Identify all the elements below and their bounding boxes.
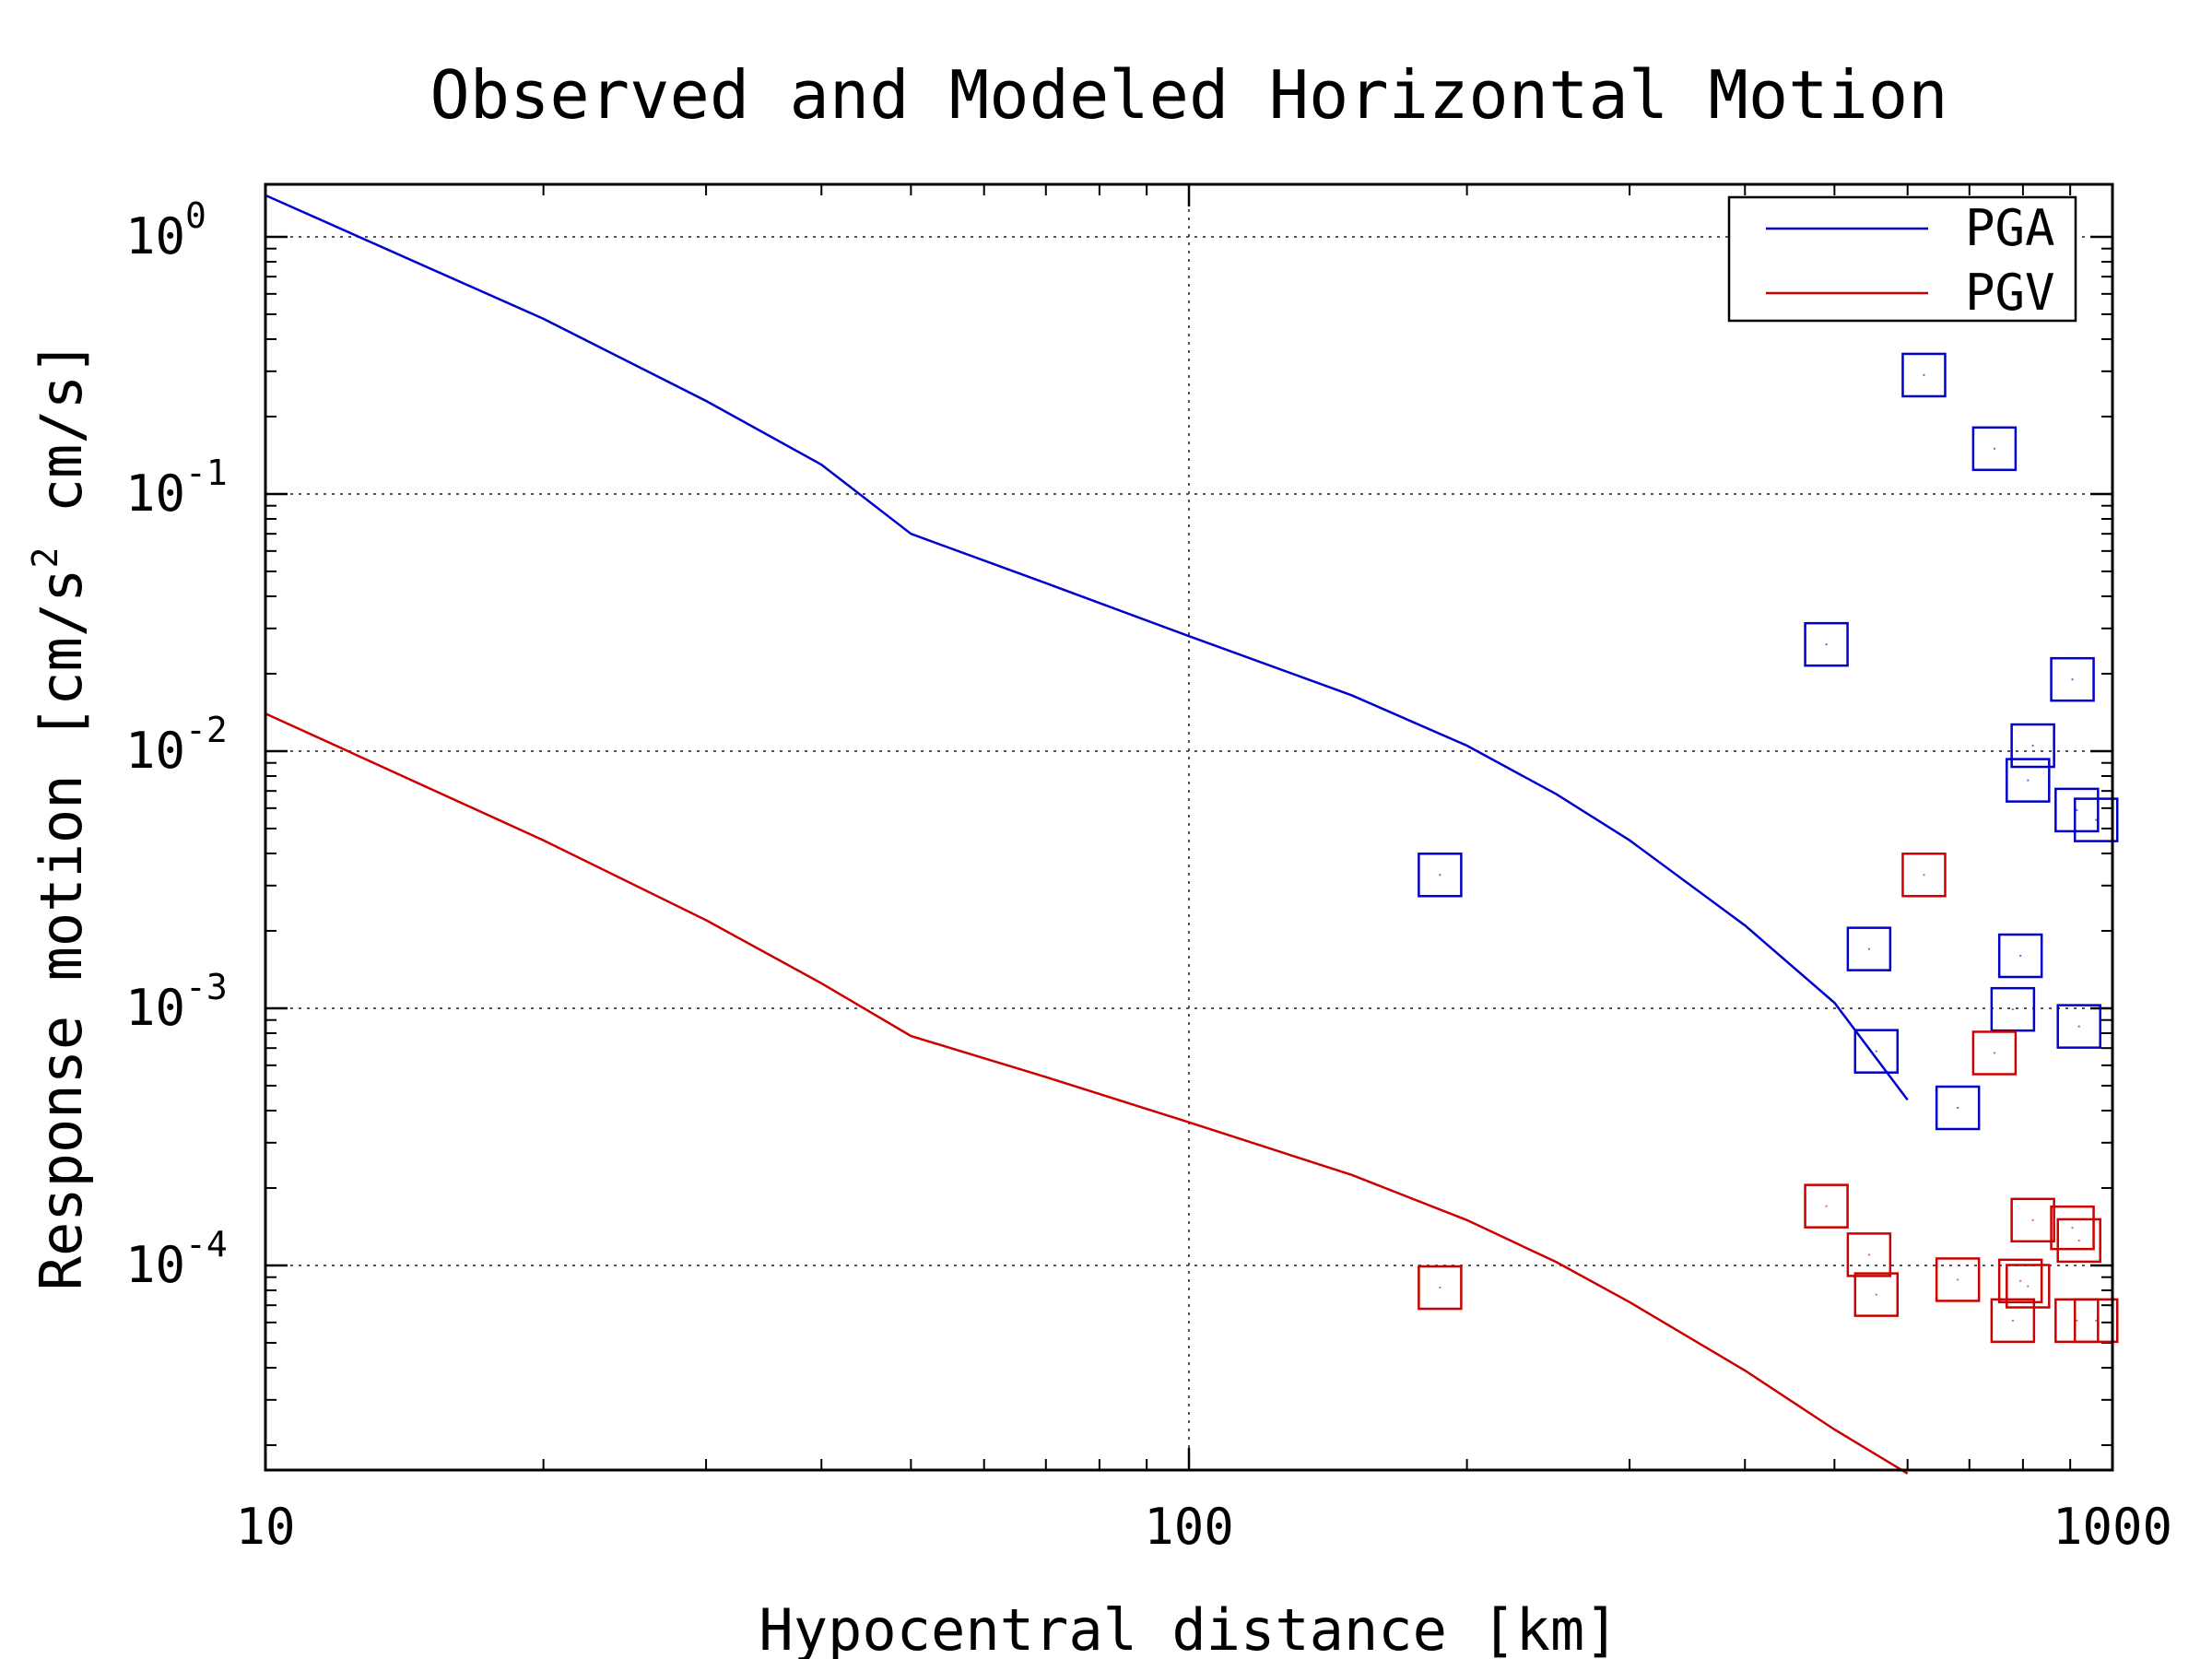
y-tick-exponent: -3 bbox=[185, 967, 228, 1007]
pga-observed-center bbox=[1957, 1106, 1959, 1109]
pgv-observed-point bbox=[2056, 1218, 2101, 1264]
pgv-observed-center bbox=[1825, 1205, 1828, 1207]
y-axis-label-tail: cm/s] bbox=[28, 341, 95, 547]
pga-observed-center bbox=[1825, 643, 1828, 646]
y-tick-label: 10-3 bbox=[125, 967, 228, 1037]
pgv-observed-center bbox=[2077, 1239, 2080, 1241]
pgv-observed-center bbox=[2027, 1285, 2030, 1288]
pgv-observed-point bbox=[1804, 1183, 1849, 1229]
pgv-observed-point bbox=[1901, 853, 1947, 898]
x-axis-label: Hypocentral distance [km] bbox=[759, 1596, 1618, 1659]
legend-label-pga: PGA bbox=[1965, 199, 2055, 257]
pga-observed-point bbox=[1853, 1029, 1900, 1074]
y-tick-base: 10 bbox=[125, 979, 185, 1037]
pgv-observed-point bbox=[2010, 1197, 2055, 1243]
y-tick-label: 10-4 bbox=[125, 1224, 228, 1294]
pga-observed-point bbox=[1804, 621, 1849, 667]
pgv-observed-point bbox=[1997, 1258, 2043, 1304]
pgv-observed-point bbox=[1935, 1257, 1981, 1302]
series-layer bbox=[265, 194, 2119, 1475]
pgv-observed-point bbox=[1990, 1298, 2036, 1344]
legend: PGA PGV bbox=[1727, 195, 2077, 323]
x-tick-labels: 10 100 1000 bbox=[235, 1498, 2172, 1556]
y-tick-base: 10 bbox=[125, 465, 185, 523]
pga-observed-point bbox=[1990, 986, 2036, 1032]
pga-observed-center bbox=[2071, 678, 2074, 681]
pga-observed-center bbox=[2027, 779, 2030, 782]
pgv-observed-point bbox=[1853, 1272, 1900, 1317]
pga-observed-point bbox=[1971, 426, 2018, 472]
pga-observed-center bbox=[2019, 955, 2022, 957]
pga-observed-center bbox=[1439, 874, 1441, 877]
pga-observed-center bbox=[2011, 1008, 2014, 1011]
plot-frame bbox=[264, 182, 2114, 1472]
pgv-observed-center bbox=[2011, 1319, 2014, 1322]
pga-observed-center bbox=[2076, 808, 2078, 811]
pgv-observed-center bbox=[1957, 1278, 1959, 1281]
x-tick-label: 1000 bbox=[2053, 1498, 2172, 1556]
x-tick-label: 10 bbox=[235, 1498, 295, 1556]
y-tick-exponent: -1 bbox=[185, 453, 228, 493]
x-tick-label: 100 bbox=[1144, 1498, 1234, 1556]
pga-observed-center bbox=[2031, 745, 2034, 747]
legend-label-pgv: PGV bbox=[1965, 264, 2055, 322]
pgv-observed-point bbox=[2006, 1264, 2051, 1309]
pgv-observed-center bbox=[1875, 1293, 1877, 1296]
pga-observed-center bbox=[1867, 947, 1870, 950]
y-axis-label-main: Response motion [cm/s bbox=[28, 568, 95, 1290]
pgv-observed-center bbox=[1923, 874, 1925, 877]
pga-observed-point bbox=[2054, 787, 2100, 833]
pga-observed-center bbox=[1993, 447, 1995, 450]
y-tick-exponent: 0 bbox=[185, 195, 206, 236]
y-tick-exponent: -2 bbox=[185, 710, 228, 750]
pgv-observed-point bbox=[2073, 1298, 2119, 1344]
pgv-observed-center bbox=[2071, 1227, 2074, 1230]
y-axis-label-superscript: 2 bbox=[25, 547, 65, 569]
pga-observed-point bbox=[1935, 1085, 1981, 1131]
pga-observed-point bbox=[2010, 723, 2055, 769]
y-tick-base: 10 bbox=[125, 722, 185, 780]
y-tick-base: 10 bbox=[125, 207, 185, 265]
pgv-observed-point bbox=[1846, 1232, 1892, 1277]
pgv-observed-center bbox=[1993, 1052, 1995, 1054]
y-tick-label: 100 bbox=[125, 195, 206, 265]
pgv-model-line bbox=[265, 712, 1909, 1475]
pgv-observed-center bbox=[2095, 1319, 2098, 1322]
pga-observed-point bbox=[2006, 758, 2051, 803]
pga-observed-point bbox=[2056, 1004, 2101, 1049]
y-axis-label: Response motion [cm/s2 cm/s] bbox=[25, 341, 95, 1291]
pgv-observed-center bbox=[2031, 1218, 2034, 1221]
y-tick-label: 10-2 bbox=[125, 710, 228, 780]
pga-observed-point bbox=[1901, 352, 1947, 398]
y-tick-label: 10-1 bbox=[125, 453, 228, 523]
pga-model-line bbox=[265, 194, 1909, 1101]
pga-observed-point bbox=[2073, 797, 2119, 842]
pga-observed-center bbox=[2077, 1025, 2080, 1028]
y-tick-base: 10 bbox=[125, 1236, 185, 1294]
pgv-observed-center bbox=[2076, 1319, 2078, 1322]
pgv-observed-point bbox=[1971, 1030, 2018, 1076]
pgv-observed-center bbox=[1867, 1253, 1870, 1256]
pga-observed-point bbox=[2050, 656, 2095, 702]
pga-observed-center bbox=[2095, 818, 2098, 821]
pga-observed-point bbox=[1846, 926, 1892, 971]
pgv-observed-point bbox=[1418, 1265, 1463, 1311]
chart-title: Observed and Modeled Horizontal Motion bbox=[429, 56, 1947, 134]
pga-observed-point bbox=[1418, 853, 1463, 898]
pga-observed-center bbox=[1875, 1050, 1877, 1053]
pgv-observed-center bbox=[1439, 1286, 1441, 1288]
grid bbox=[265, 184, 2112, 1470]
pga-observed-center bbox=[1923, 373, 1925, 376]
pga-observed-point bbox=[1997, 933, 2043, 979]
pgv-observed-center bbox=[2019, 1279, 2022, 1282]
pgv-observed-point bbox=[2050, 1205, 2095, 1251]
y-tick-exponent: -4 bbox=[185, 1224, 228, 1265]
legend-box bbox=[1727, 195, 2077, 323]
